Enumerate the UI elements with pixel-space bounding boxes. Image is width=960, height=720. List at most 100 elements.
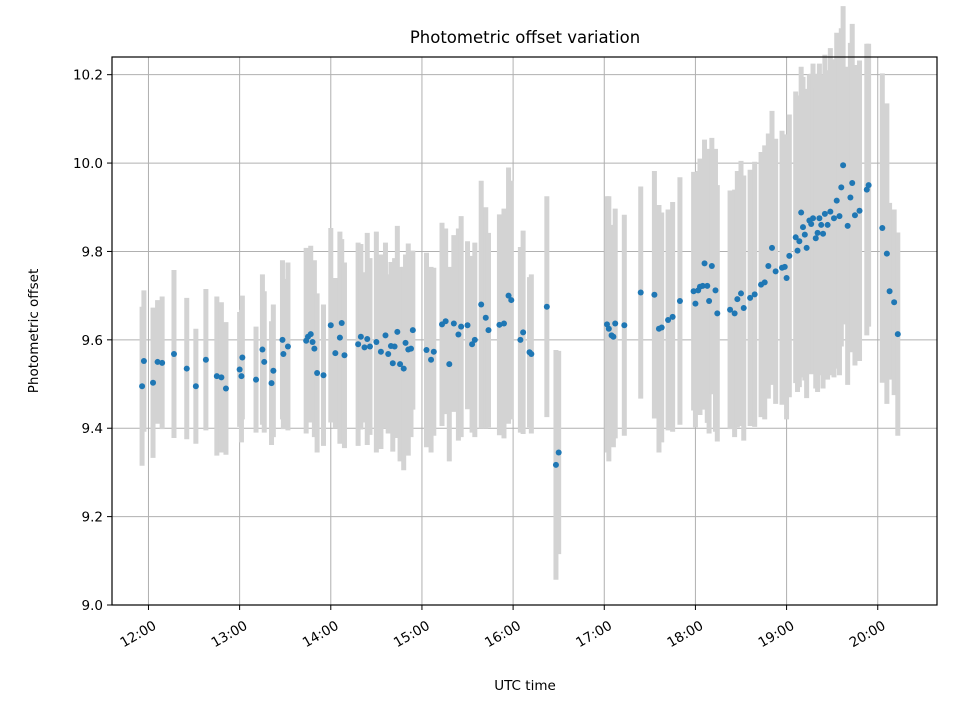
data-point (361, 344, 368, 351)
data-point (781, 263, 788, 270)
data-point (366, 343, 373, 350)
data-point (238, 373, 245, 380)
data-point (314, 369, 321, 376)
data-point (320, 372, 327, 379)
data-point (818, 221, 825, 228)
data-point (482, 314, 489, 321)
x-axis-label: UTC time (494, 678, 556, 694)
data-point (261, 358, 268, 365)
data-point (816, 215, 823, 222)
data-point (740, 305, 747, 312)
data-point (801, 231, 808, 238)
data-point (637, 289, 644, 296)
data-point (485, 327, 492, 334)
data-point (847, 194, 854, 201)
data-point (154, 358, 161, 365)
data-point (708, 263, 715, 270)
data-point (279, 336, 286, 343)
data-point (239, 354, 246, 361)
data-point (803, 244, 810, 251)
data-point (706, 297, 713, 304)
data-point (699, 282, 706, 289)
data-point (442, 318, 449, 325)
data-point (364, 335, 371, 342)
data-point (423, 347, 430, 354)
y-axis-ticks: 9.0 9.2 9.4 9.6 9.8 10.0 10.2 (73, 68, 112, 614)
data-point (830, 215, 837, 222)
data-point (183, 365, 190, 372)
data-point (820, 230, 827, 237)
data-point (665, 316, 672, 323)
data-point (734, 296, 741, 303)
data-point (409, 327, 416, 334)
data-point (543, 303, 550, 310)
y-tick-label: 10.0 (73, 156, 103, 172)
data-point (658, 324, 665, 331)
data-point (747, 294, 754, 301)
data-point (851, 212, 858, 219)
data-point (469, 341, 476, 348)
data-point (397, 361, 404, 368)
data-point (528, 350, 535, 357)
data-point (159, 359, 166, 366)
data-point (391, 343, 398, 350)
y-tick-label: 9.4 (82, 421, 103, 437)
data-point (455, 331, 462, 338)
data-point (701, 260, 708, 267)
data-point (327, 322, 334, 329)
data-point (458, 323, 465, 330)
data-point (891, 299, 898, 306)
data-point (341, 352, 348, 359)
data-point (394, 328, 401, 335)
data-point (222, 385, 229, 392)
data-point (307, 331, 314, 338)
data-point (464, 322, 471, 329)
data-point (651, 291, 658, 298)
data-point (786, 252, 793, 259)
data-point (236, 366, 243, 373)
data-point (357, 333, 364, 340)
data-point (808, 221, 815, 228)
data-point (555, 449, 562, 456)
data-point (669, 313, 676, 320)
data-point (833, 197, 840, 204)
data-point (856, 207, 863, 214)
data-points (139, 162, 901, 468)
data-point (382, 332, 389, 339)
data-point (284, 343, 291, 350)
data-point (496, 321, 503, 328)
data-point (738, 290, 745, 297)
data-point (894, 331, 901, 338)
data-point (170, 350, 177, 357)
data-point (712, 287, 719, 294)
data-point (886, 288, 893, 295)
data-point (751, 291, 758, 298)
data-point (794, 247, 801, 254)
data-point (309, 339, 316, 346)
data-point (727, 306, 734, 313)
y-tick-label: 9.0 (82, 598, 103, 614)
data-point (446, 361, 453, 368)
data-point (824, 221, 831, 228)
data-point (192, 383, 199, 390)
data-point (798, 209, 805, 216)
y-tick-label: 9.8 (82, 244, 103, 260)
data-point (385, 350, 392, 357)
data-point (508, 297, 515, 304)
data-point (478, 301, 485, 308)
data-point (150, 379, 157, 386)
data-point (792, 234, 799, 241)
data-point (799, 224, 806, 231)
y-tick-label: 9.6 (82, 333, 103, 349)
data-point (731, 310, 738, 317)
data-point (840, 162, 847, 169)
data-point (505, 292, 512, 299)
data-point (690, 288, 697, 295)
y-tick-label: 10.2 (73, 68, 103, 84)
data-point (692, 300, 699, 307)
data-point (810, 215, 817, 222)
data-point (140, 358, 147, 365)
data-point (377, 348, 384, 355)
y-axis-label: Photometric offset (26, 269, 42, 393)
data-point (772, 268, 779, 275)
